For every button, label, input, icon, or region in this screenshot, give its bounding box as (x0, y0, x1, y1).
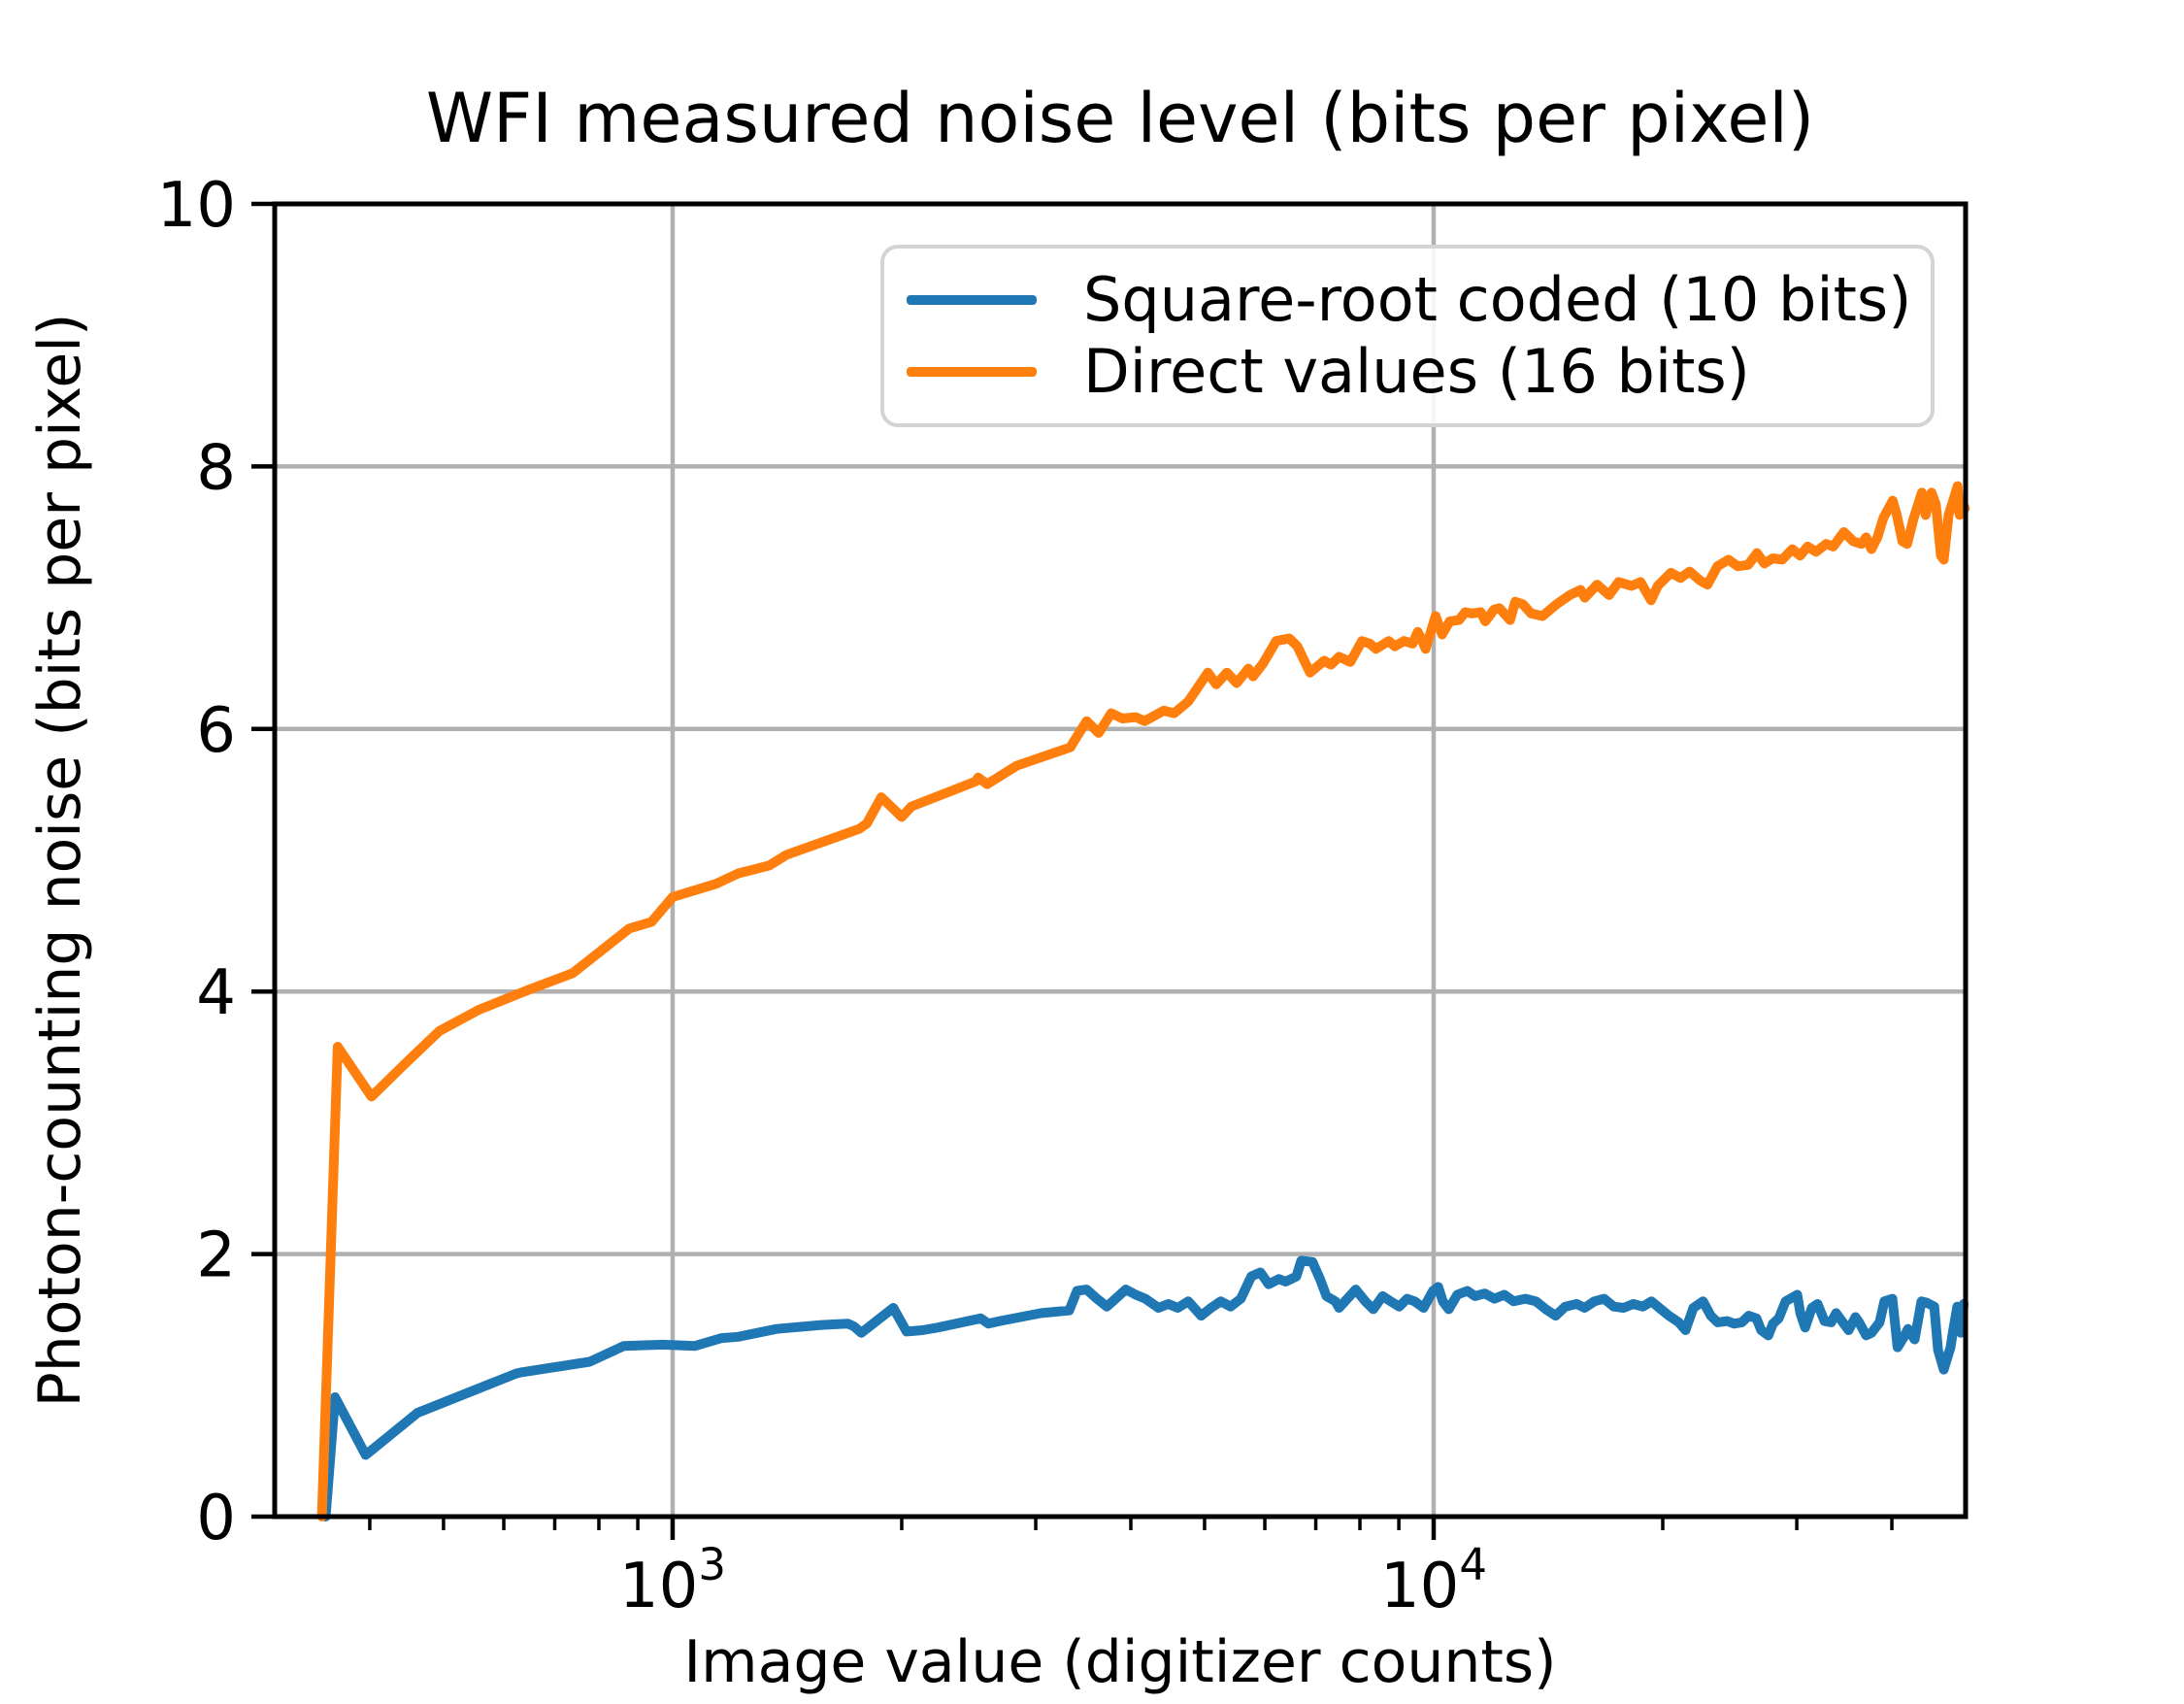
y-tick-label: 4 (196, 957, 236, 1029)
legend: Square-root coded (10 bits) Direct value… (880, 245, 1935, 427)
legend-item-square-root-coded: Square-root coded (10 bits) (907, 270, 1931, 330)
x-tick-label: 104 (1380, 1539, 1487, 1622)
x-axis-label: Image value (digitizer counts) (683, 1628, 1557, 1696)
y-tick-label: 10 (157, 170, 236, 242)
y-tick-label: 2 (196, 1220, 236, 1292)
y-tick-label: 0 (196, 1483, 236, 1554)
x-tick-label: 103 (619, 1539, 726, 1622)
series-line-direct-values-16-bits (316, 481, 1970, 1521)
legend-item-direct-values: Direct values (16 bits) (907, 342, 1931, 402)
y-tick-label: 8 (196, 432, 236, 504)
legend-swatch-direct-values (907, 367, 1037, 377)
y-axis-label: Photon-counting noise (bits per pixel) (26, 313, 94, 1408)
legend-label-direct-values: Direct values (16 bits) (1083, 336, 1750, 407)
plot-frame (272, 201, 1969, 1520)
y-tick-label: 6 (196, 695, 236, 767)
series-line-square-root-coded-10-bits (320, 1255, 1969, 1521)
legend-label-square-root-coded: Square-root coded (10 bits) (1083, 264, 1912, 335)
legend-swatch-square-root-coded (907, 295, 1037, 305)
chart-title: WFI measured noise level (bits per pixel… (425, 79, 1815, 158)
